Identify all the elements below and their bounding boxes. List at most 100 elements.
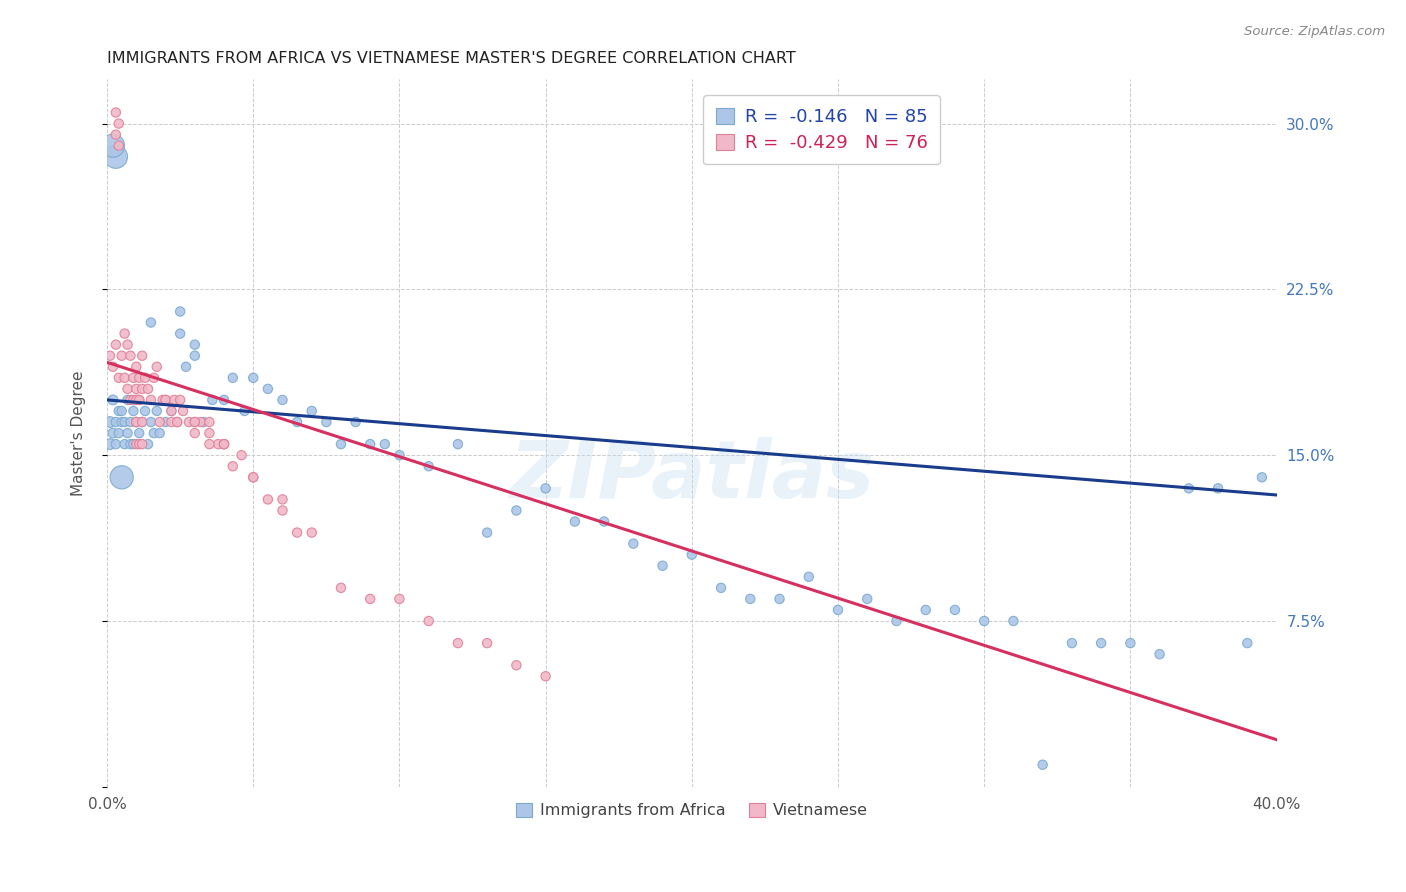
Point (257, 492, 280, 507)
Point (155, 392, 177, 407)
Point (271, 492, 294, 507)
Point (160, 404, 183, 418)
Point (107, 117, 129, 131)
Point (330, 437, 353, 451)
Point (163, 392, 186, 407)
Point (111, 415, 134, 429)
Point (475, 525, 498, 540)
Point (242, 470, 264, 484)
Point (212, 437, 235, 451)
Point (142, 426, 165, 441)
Point (107, 404, 129, 418)
Point (128, 371, 150, 385)
Point (198, 415, 221, 429)
Point (212, 392, 235, 407)
Point (120, 349, 142, 363)
Point (101, 426, 124, 441)
Point (973, 614, 995, 628)
Point (125, 392, 148, 407)
Point (125, 415, 148, 429)
Point (388, 591, 411, 606)
Point (505, 658, 527, 673)
Point (169, 304, 191, 318)
Point (222, 371, 245, 385)
Point (177, 415, 200, 429)
Point (198, 426, 221, 441)
Point (117, 392, 139, 407)
Point (242, 470, 264, 484)
Point (169, 392, 191, 407)
Point (142, 371, 165, 385)
Text: IMMIGRANTS FROM AFRICA VS VIETNAMESE MASTER'S DEGREE CORRELATION CHART: IMMIGRANTS FROM AFRICA VS VIETNAMESE MAS… (107, 51, 796, 66)
Point (534, 669, 557, 683)
Point (128, 392, 150, 407)
Point (139, 392, 162, 407)
Point (1060, 636, 1083, 650)
Y-axis label: Master's Degree: Master's Degree (72, 370, 86, 496)
Point (222, 459, 245, 474)
Point (943, 603, 966, 617)
Point (564, 515, 586, 529)
Point (1002, 614, 1025, 628)
Point (104, 105, 127, 120)
Point (117, 337, 139, 351)
Point (198, 437, 221, 451)
Point (447, 636, 470, 650)
Point (418, 614, 440, 628)
Point (131, 437, 153, 451)
Point (740, 591, 762, 606)
Point (651, 558, 673, 573)
Point (155, 415, 177, 429)
Point (212, 437, 235, 451)
Point (201, 392, 224, 407)
Point (114, 371, 136, 385)
Point (120, 437, 142, 451)
Point (98, 349, 121, 363)
Point (166, 415, 188, 429)
Point (114, 326, 136, 341)
Point (104, 437, 127, 451)
Point (131, 415, 153, 429)
Point (111, 349, 134, 363)
Point (114, 415, 136, 429)
Point (856, 591, 879, 606)
Point (505, 503, 527, 517)
Point (155, 392, 177, 407)
Point (125, 382, 148, 396)
Point (285, 525, 308, 540)
Point (184, 337, 207, 351)
Point (212, 437, 235, 451)
Point (285, 415, 308, 429)
Point (681, 548, 703, 562)
Point (125, 415, 148, 429)
Point (131, 382, 153, 396)
Point (120, 415, 142, 429)
Point (122, 404, 145, 418)
Point (1236, 636, 1258, 650)
Legend: Immigrants from Africa, Vietnamese: Immigrants from Africa, Vietnamese (509, 797, 875, 825)
Point (1149, 647, 1171, 661)
Point (388, 448, 411, 462)
Point (475, 636, 498, 650)
Point (271, 392, 294, 407)
Point (125, 437, 148, 451)
Point (797, 570, 820, 584)
Point (359, 437, 381, 451)
Point (107, 371, 129, 385)
Point (447, 437, 470, 451)
Point (1032, 757, 1054, 772)
Point (193, 415, 215, 429)
Point (149, 426, 172, 441)
Point (114, 437, 136, 451)
Point (344, 415, 367, 429)
Point (160, 415, 183, 429)
Point (593, 515, 616, 529)
Point (233, 404, 256, 418)
Point (149, 415, 172, 429)
Point (1206, 481, 1229, 495)
Point (886, 614, 908, 628)
Point (117, 382, 139, 396)
Point (152, 392, 174, 407)
Point (1178, 481, 1201, 495)
Point (827, 603, 849, 617)
